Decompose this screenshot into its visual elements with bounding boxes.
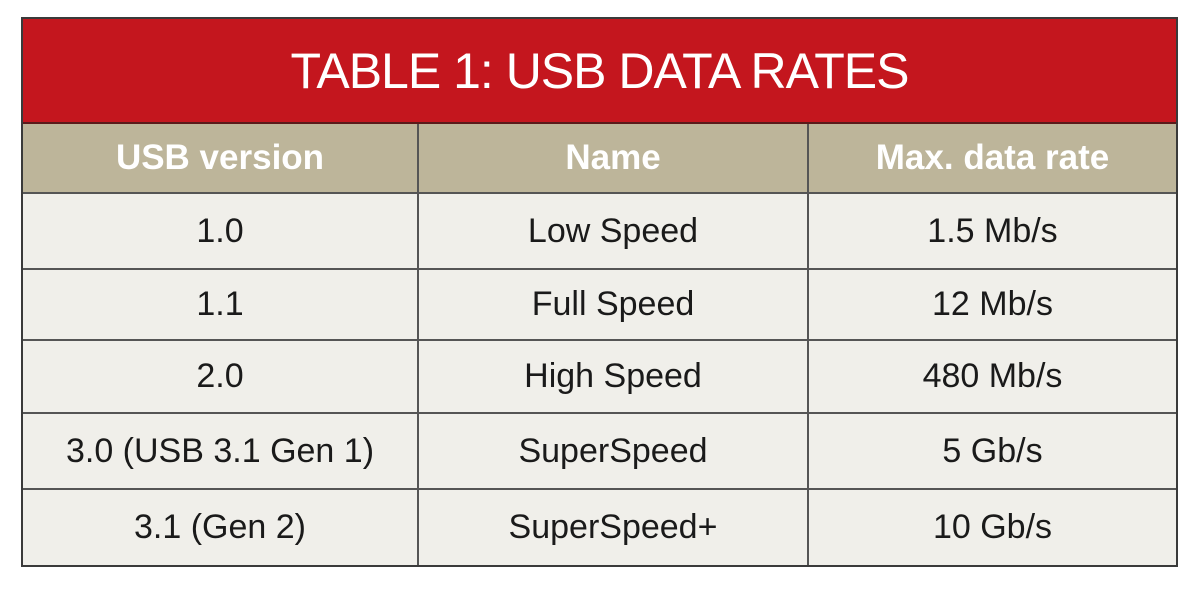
header-name: Name [419, 124, 809, 192]
table-row: 1.1 Full Speed 12 Mb/s [23, 270, 1176, 341]
cell-max-data-rate: 10 Gb/s [932, 508, 1053, 546]
table-row: 1.0 Low Speed 1.5 Mb/s [23, 194, 1176, 270]
header-max-data-rate: Max. data rate [875, 138, 1110, 177]
usb-data-rates-table: TABLE 1: USB DATA RATES USB version Name… [21, 17, 1178, 567]
cell-usb-version: 1.0 [23, 194, 419, 268]
cell-max-data-rate: 1.5 Mb/s [927, 211, 1058, 250]
header-row: USB version Name Max. data rate [23, 124, 1176, 194]
cell-name: Low Speed [419, 194, 809, 268]
header-usb-version: USB version [23, 124, 419, 192]
cell-max-data-rate: 5 Gb/s [942, 431, 1043, 470]
cell-usb-version: 3.1 (Gen 2) [23, 490, 419, 565]
table-row: 3.0 (USB 3.1 Gen 1) SuperSpeed 5 Gb/s [23, 414, 1176, 490]
cell-name: SuperSpeed+ [419, 490, 809, 565]
table-row: 3.1 (Gen 2) SuperSpeed+ 10 Gb/s [23, 490, 1176, 565]
table-row: 2.0 High Speed 480 Mb/s [23, 341, 1176, 414]
cell-name: SuperSpeed [419, 414, 809, 488]
cell-usb-version: 3.0 (USB 3.1 Gen 1) [23, 414, 419, 488]
cell-max-data-rate: 12 Mb/s [932, 285, 1053, 323]
table-title: TABLE 1: USB DATA RATES [23, 19, 1176, 124]
cell-usb-version: 2.0 [23, 341, 419, 412]
cell-name: Full Speed [419, 270, 809, 339]
cell-max-data-rate: 480 Mb/s [922, 357, 1063, 395]
cell-usb-version: 1.1 [23, 270, 419, 339]
cell-name: High Speed [419, 341, 809, 412]
